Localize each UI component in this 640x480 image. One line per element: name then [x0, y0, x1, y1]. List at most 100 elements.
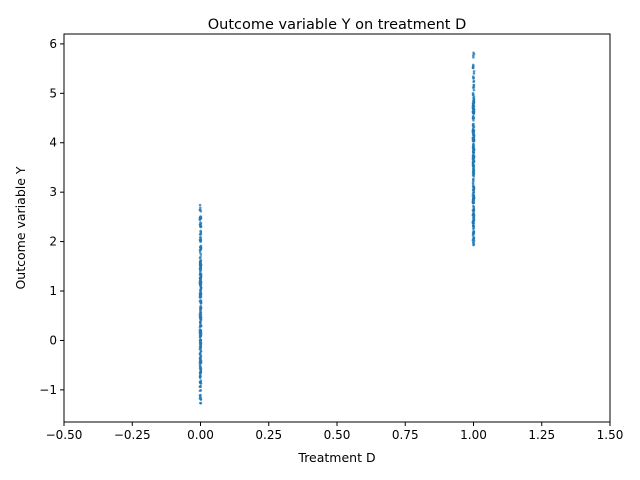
y-tick-label: 4: [49, 136, 57, 150]
data-point: [198, 375, 202, 379]
data-point: [199, 317, 203, 321]
data-point: [472, 175, 475, 178]
y-tick-label: 0: [49, 333, 57, 347]
data-point: [198, 251, 202, 254]
data-point: [199, 276, 203, 280]
x-tick-label: −0.50: [46, 428, 83, 442]
data-point: [199, 246, 203, 250]
data-point: [472, 88, 476, 92]
data-point: [199, 215, 203, 218]
data-point: [199, 343, 202, 347]
data-point: [198, 206, 202, 210]
data-point: [199, 308, 202, 311]
data-point: [199, 341, 203, 345]
x-tick-label: 1.00: [460, 428, 487, 442]
data-point: [472, 197, 475, 200]
data-point: [472, 156, 476, 160]
y-axis-ticks: −1 0 1 2 3 4 5 6: [39, 37, 64, 397]
data-point: [199, 379, 203, 382]
data-point: [471, 86, 475, 89]
data-point: [471, 139, 475, 142]
data-point: [472, 80, 475, 84]
data-point: [472, 165, 475, 168]
data-point: [472, 243, 475, 247]
data-point: [199, 253, 203, 256]
data-point: [471, 123, 475, 127]
data-point: [198, 371, 202, 375]
data-point: [472, 129, 476, 132]
data-point: [472, 96, 475, 100]
data-point: [198, 335, 202, 338]
data-point: [199, 350, 203, 353]
data-point: [199, 396, 202, 399]
data-point: [198, 385, 202, 389]
data-point: [472, 191, 475, 194]
data-point: [198, 225, 202, 228]
data-point: [472, 171, 476, 175]
data-point: [472, 230, 476, 234]
data-point: [472, 227, 475, 230]
data-point: [471, 65, 475, 69]
data-point: [198, 365, 202, 368]
data-point: [472, 194, 476, 197]
data-point: [199, 346, 203, 349]
data-point: [199, 353, 202, 357]
data-points: [198, 51, 476, 405]
data-point: [199, 315, 202, 318]
data-point: [472, 102, 475, 105]
data-point: [471, 104, 475, 108]
data-point: [199, 338, 203, 342]
x-axis-label: Treatment D: [297, 450, 375, 465]
data-point: [199, 209, 203, 213]
data-point: [471, 159, 475, 163]
data-point: [472, 143, 475, 146]
data-point: [472, 179, 475, 183]
x-tick-label: 0.75: [392, 428, 419, 442]
data-point: [472, 119, 475, 122]
data-point: [198, 363, 202, 366]
x-tick-label: 0.25: [255, 428, 282, 442]
data-point: [472, 51, 475, 55]
data-point: [472, 204, 475, 208]
data-point: [199, 292, 202, 295]
y-tick-label: 6: [49, 37, 57, 51]
data-point: [199, 301, 203, 305]
data-point: [472, 219, 475, 223]
data-point: [198, 312, 202, 315]
data-point: [472, 107, 476, 111]
data-point: [472, 215, 475, 218]
data-point: [472, 117, 475, 120]
data-point: [199, 295, 203, 299]
x-tick-label: 0.50: [324, 428, 351, 442]
data-point: [471, 208, 475, 212]
x-tick-label: −0.25: [114, 428, 151, 442]
data-point: [471, 185, 475, 188]
data-point: [471, 63, 475, 67]
data-point: [199, 260, 202, 263]
data-point: [199, 319, 202, 323]
data-point: [199, 232, 202, 235]
data-point: [472, 221, 475, 225]
data-point: [198, 256, 202, 260]
data-point: [471, 115, 475, 118]
data-point: [198, 357, 202, 360]
data-point: [199, 389, 203, 392]
y-tick-label: 1: [49, 284, 57, 298]
y-tick-label: −1: [39, 383, 57, 397]
data-point: [199, 240, 202, 244]
x-axis-ticks: −0.50 −0.25 0.00 0.25 0.50 0.75 1.00 1.25 1.50: [46, 422, 624, 442]
data-point: [198, 282, 202, 285]
data-point: [472, 225, 475, 228]
data-point: [472, 217, 476, 220]
data-point: [471, 93, 475, 97]
data-point: [471, 161, 475, 165]
data-point: [472, 173, 475, 176]
data-point: [199, 236, 202, 239]
x-tick-label: 1.50: [597, 428, 624, 442]
data-point: [471, 110, 475, 114]
y-tick-label: 2: [49, 235, 57, 249]
data-point: [199, 306, 202, 309]
data-point: [472, 56, 475, 59]
